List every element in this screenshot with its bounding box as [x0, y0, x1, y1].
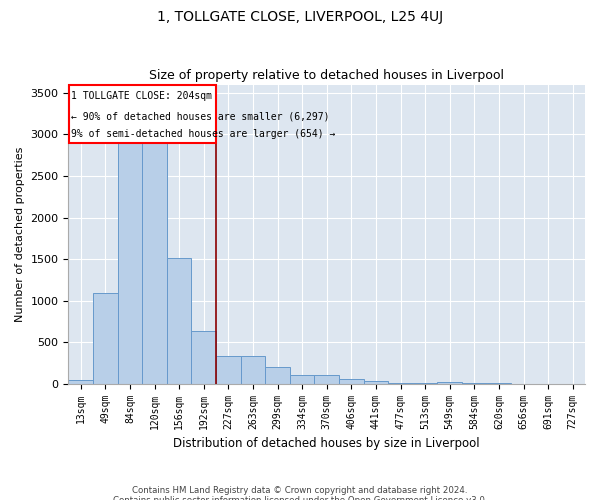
- Bar: [388, 383, 413, 384]
- Bar: [314, 376, 339, 384]
- Text: Contains HM Land Registry data © Crown copyright and database right 2024.: Contains HM Land Registry data © Crown c…: [132, 486, 468, 495]
- Title: Size of property relative to detached houses in Liverpool: Size of property relative to detached ho…: [149, 69, 504, 82]
- Text: 1, TOLLGATE CLOSE, LIVERPOOL, L25 4UJ: 1, TOLLGATE CLOSE, LIVERPOOL, L25 4UJ: [157, 10, 443, 24]
- Bar: [290, 374, 314, 384]
- Bar: [216, 356, 241, 384]
- Bar: [339, 379, 364, 384]
- Bar: [364, 381, 388, 384]
- Bar: [413, 383, 437, 384]
- Bar: [265, 367, 290, 384]
- Text: 9% of semi-detached houses are larger (654) →: 9% of semi-detached houses are larger (6…: [71, 128, 335, 138]
- Bar: [68, 380, 93, 384]
- Text: 1 TOLLGATE CLOSE: 204sqm: 1 TOLLGATE CLOSE: 204sqm: [71, 91, 212, 101]
- X-axis label: Distribution of detached houses by size in Liverpool: Distribution of detached houses by size …: [173, 437, 480, 450]
- Bar: [191, 332, 216, 384]
- Bar: [142, 137, 167, 384]
- Y-axis label: Number of detached properties: Number of detached properties: [15, 146, 25, 322]
- Bar: [437, 382, 462, 384]
- Bar: [118, 133, 142, 384]
- Text: ← 90% of detached houses are smaller (6,297): ← 90% of detached houses are smaller (6,…: [71, 111, 329, 121]
- Bar: [167, 258, 191, 384]
- Bar: [93, 293, 118, 384]
- Bar: [69, 86, 215, 142]
- Bar: [241, 356, 265, 384]
- Text: Contains public sector information licensed under the Open Government Licence v3: Contains public sector information licen…: [113, 496, 487, 500]
